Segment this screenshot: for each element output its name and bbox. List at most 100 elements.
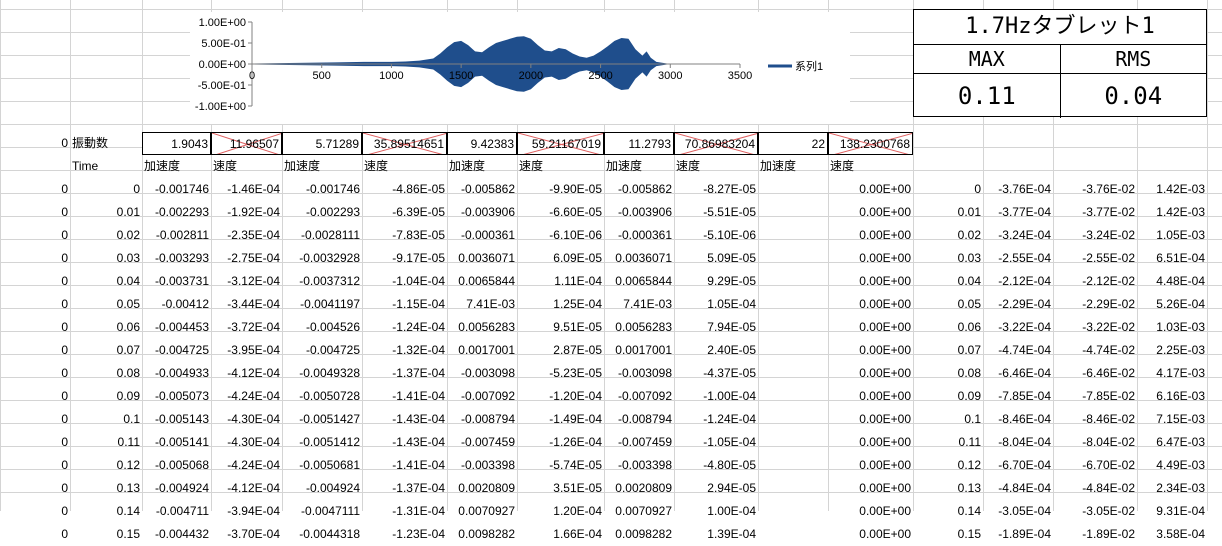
data-cell[interactable]: 0.06 <box>957 320 981 334</box>
data-cell[interactable]: -4.24E-04 <box>227 458 280 472</box>
data-cell[interactable]: -2.29E-04 <box>998 297 1051 311</box>
data-cell[interactable]: -4.12E-04 <box>227 481 280 495</box>
data-cell[interactable]: -4.24E-04 <box>227 389 280 403</box>
data-cell[interactable]: -1.32E-04 <box>392 343 445 357</box>
data-cell[interactable]: 1.05E-04 <box>707 297 756 311</box>
data-cell[interactable]: -6.70E-04 <box>998 458 1051 472</box>
data-cell[interactable]: 0.15 <box>116 527 140 541</box>
data-cell[interactable] <box>758 477 828 500</box>
column-header[interactable]: 速度 <box>830 159 855 173</box>
data-cell[interactable]: 0.03 <box>116 251 140 265</box>
data-cell[interactable]: 0.00E+00 <box>859 527 911 541</box>
data-cell[interactable]: -6.70E-02 <box>1082 458 1135 472</box>
data-cell[interactable]: -4.74E-02 <box>1082 343 1135 357</box>
data-cell[interactable]: -0.0044318 <box>299 527 360 541</box>
data-cell[interactable] <box>758 293 828 316</box>
data-cell[interactable]: 0.04 <box>116 274 140 288</box>
data-cell[interactable]: 5.26E-04 <box>1156 297 1205 311</box>
data-cell[interactable]: 0.00E+00 <box>859 228 911 242</box>
data-cell[interactable]: 0 <box>61 458 68 472</box>
data-cell[interactable]: -2.12E-02 <box>1082 274 1135 288</box>
data-cell[interactable]: -0.003906 <box>617 205 672 219</box>
data-cell[interactable]: 0.05 <box>116 297 140 311</box>
column-header[interactable]: 加速度 <box>606 159 643 173</box>
data-cell[interactable]: -2.35E-04 <box>227 228 280 242</box>
frequency-value[interactable]: 59.21167019 <box>517 132 604 155</box>
data-cell[interactable] <box>758 523 828 546</box>
data-cell[interactable]: -3.77E-04 <box>998 205 1051 219</box>
column-header[interactable]: 加速度 <box>144 159 181 173</box>
data-cell[interactable]: 0.01 <box>116 205 140 219</box>
data-cell[interactable]: -4.74E-04 <box>998 343 1051 357</box>
data-cell[interactable]: 0.0065844 <box>615 274 672 288</box>
data-cell[interactable]: -1.00E-04 <box>703 389 756 403</box>
data-cell[interactable] <box>758 224 828 247</box>
data-cell[interactable]: 9.29E-05 <box>707 274 756 288</box>
data-cell[interactable]: 0.07 <box>116 343 140 357</box>
data-cell[interactable]: 9.31E-04 <box>1156 504 1205 518</box>
data-cell[interactable] <box>758 339 828 362</box>
data-cell[interactable]: 0.00E+00 <box>859 458 911 472</box>
data-cell[interactable] <box>758 408 828 431</box>
data-cell[interactable]: -1.89E-02 <box>1082 527 1135 541</box>
data-cell[interactable]: -0.001746 <box>305 182 360 196</box>
data-cell[interactable]: -0.0049328 <box>299 366 360 380</box>
data-cell[interactable]: 0 <box>133 182 140 196</box>
data-cell[interactable]: -2.29E-02 <box>1082 297 1135 311</box>
data-cell[interactable]: -3.94E-04 <box>227 504 280 518</box>
data-cell[interactable]: -3.95E-04 <box>227 343 280 357</box>
data-cell[interactable]: -1.15E-04 <box>392 297 445 311</box>
data-cell[interactable]: -0.007459 <box>617 435 672 449</box>
data-cell[interactable]: 0.0036071 <box>615 251 672 265</box>
data-cell[interactable]: -0.0051427 <box>299 412 360 426</box>
data-cell[interactable]: 0.05 <box>957 297 981 311</box>
data-cell[interactable]: -0.0047111 <box>301 504 360 518</box>
data-cell[interactable]: 0 <box>61 320 68 334</box>
data-cell[interactable]: -1.49E-04 <box>549 412 602 426</box>
data-cell[interactable]: -0.002293 <box>154 205 209 219</box>
data-cell[interactable]: -0.007092 <box>617 389 672 403</box>
column-header[interactable]: 速度 <box>213 159 238 173</box>
data-cell[interactable]: 2.25E-03 <box>1156 343 1205 357</box>
data-cell[interactable]: 0.15 <box>957 527 981 541</box>
data-cell[interactable]: 0.1 <box>123 412 140 426</box>
data-cell[interactable]: 6.09E-05 <box>553 251 602 265</box>
data-cell[interactable]: 0.0020809 <box>615 481 672 495</box>
data-cell[interactable]: -4.84E-04 <box>998 481 1051 495</box>
data-cell[interactable]: -2.12E-04 <box>998 274 1051 288</box>
data-cell[interactable]: 0.00E+00 <box>859 435 911 449</box>
data-cell[interactable]: -1.41E-04 <box>392 389 445 403</box>
data-cell[interactable]: 1.03E-03 <box>1156 320 1205 334</box>
data-cell[interactable]: -4.84E-02 <box>1082 481 1135 495</box>
data-cell[interactable]: 6.51E-04 <box>1156 251 1205 265</box>
column-header[interactable]: 加速度 <box>284 159 321 173</box>
data-cell[interactable]: -0.007459 <box>460 435 515 449</box>
frequency-label[interactable]: 振動数 <box>72 136 109 150</box>
data-cell[interactable]: -0.005143 <box>154 412 209 426</box>
data-cell[interactable]: 0.0056283 <box>615 320 672 334</box>
data-cell[interactable]: -1.31E-04 <box>392 504 445 518</box>
data-cell[interactable]: -3.77E-02 <box>1082 205 1135 219</box>
frequency-value[interactable]: 11.96507 <box>211 132 282 155</box>
data-cell[interactable]: 0.11 <box>958 435 981 449</box>
data-cell[interactable]: -2.55E-04 <box>998 251 1051 265</box>
data-cell[interactable]: -0.005068 <box>154 458 209 472</box>
frequency-value[interactable]: 70.86983204 <box>674 132 758 155</box>
data-cell[interactable]: -0.000361 <box>460 228 515 242</box>
data-cell[interactable]: 0 <box>61 366 68 380</box>
data-cell[interactable]: -6.39E-05 <box>392 205 445 219</box>
data-cell[interactable]: 0.00E+00 <box>859 251 911 265</box>
data-cell[interactable]: -0.004924 <box>154 481 209 495</box>
data-cell[interactable]: -1.26E-04 <box>549 435 602 449</box>
data-cell[interactable]: 0 <box>61 435 68 449</box>
data-cell[interactable]: 0.0070927 <box>458 504 515 518</box>
data-cell[interactable]: 0.0065844 <box>458 274 515 288</box>
data-cell[interactable]: 0.00E+00 <box>859 320 911 334</box>
data-cell[interactable]: -0.0041197 <box>300 297 360 311</box>
data-cell[interactable]: 0 <box>974 182 981 196</box>
data-cell[interactable]: -3.05E-04 <box>998 504 1051 518</box>
data-cell[interactable]: -0.003293 <box>154 251 209 265</box>
data-cell[interactable]: 0.06 <box>116 320 140 334</box>
data-cell[interactable]: 0.14 <box>116 504 140 518</box>
data-cell[interactable]: 0.02 <box>957 228 981 242</box>
